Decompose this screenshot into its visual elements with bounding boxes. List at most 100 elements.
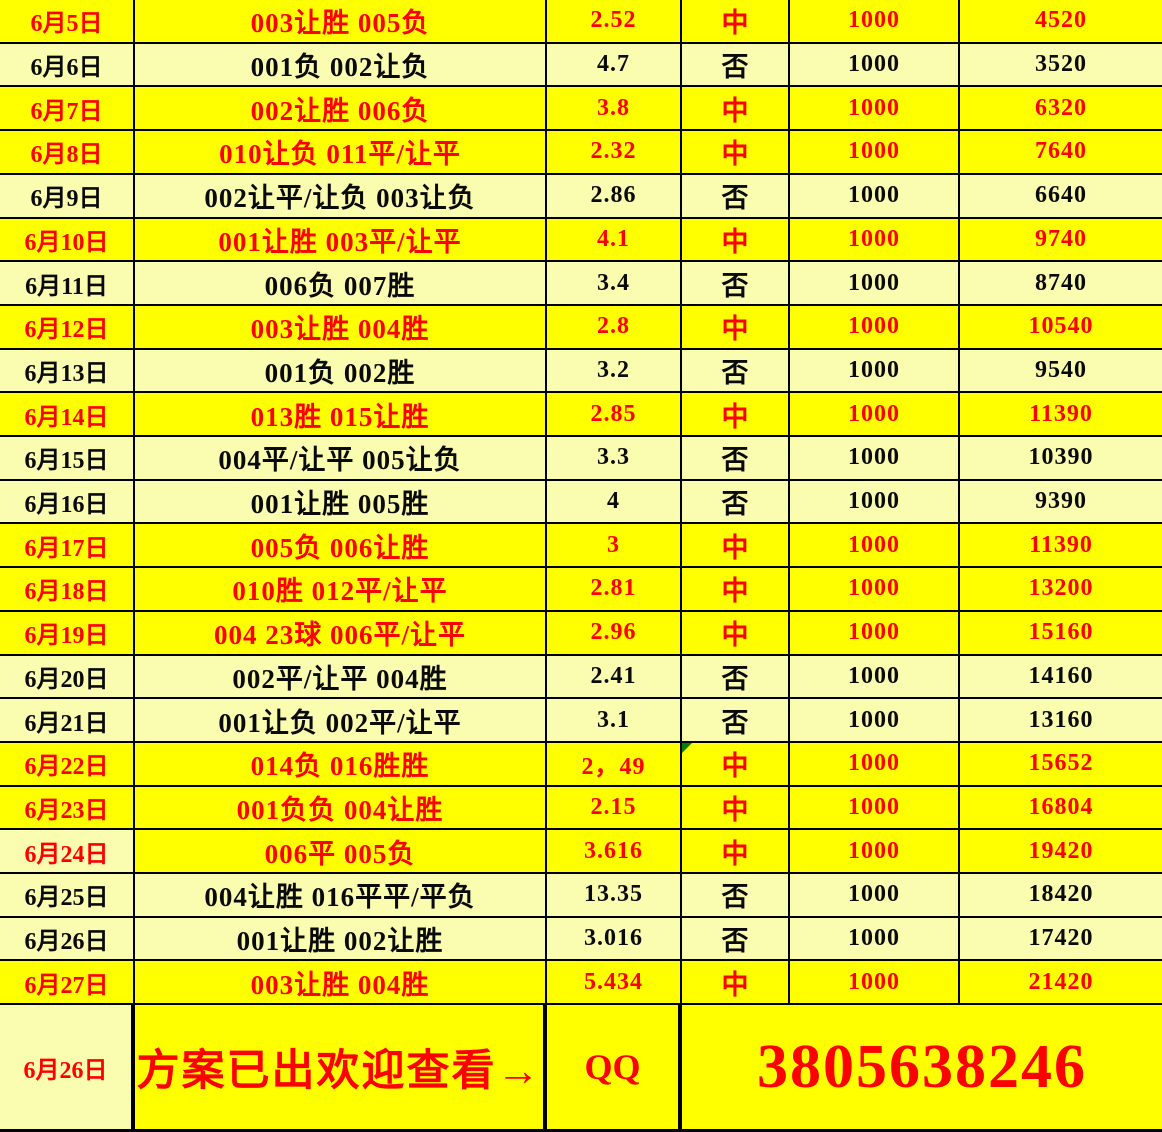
odds-cell: 2.15 (547, 786, 682, 829)
total-cell: 7640 (1035, 138, 1087, 165)
pick-cell: 001让胜 003平/让平 (135, 218, 547, 261)
date-cell: 6月18日 (0, 568, 135, 610)
stake-cell: 1000 (790, 917, 960, 960)
result-cell: 中 (682, 393, 790, 436)
date-cell: 6月7日 (0, 87, 135, 130)
total-cell: 21420 (1028, 968, 1094, 995)
table-row: 6月23日 001负负 004让胜 2.15 中 1000 16804 (0, 786, 1162, 831)
date-cell: 6月25日 (0, 874, 135, 916)
date-cell: 6月20日 (0, 655, 135, 698)
result-cell: 否 (682, 874, 790, 916)
stake-cell: 1000 (790, 437, 960, 479)
result-cell: 中 (682, 131, 790, 173)
odds-cell: 3.2 (547, 349, 682, 392)
total-cell: 10540 (1028, 313, 1094, 340)
table-row: 6月26日 001让胜 002让胜 3.016 否 1000 17420 (0, 917, 1162, 962)
result-cell: 中 (682, 218, 790, 261)
total-cell: 15652 (1028, 750, 1094, 777)
table-row: 6月25日 004让胜 016平平/平负 13.35 否 1000 18420 (0, 874, 1162, 918)
table-row: 6月18日 010胜 012平/让平 2.81 中 1000 13200 (0, 568, 1162, 612)
date-cell: 6月16日 (0, 480, 135, 523)
green-corner-marker-icon (682, 742, 692, 753)
total-cell: 11390 (1029, 400, 1093, 427)
odds-cell: 5.434 (547, 961, 682, 1004)
pick-cell: 004让胜 016平平/平负 (135, 874, 547, 916)
date-cell: 6月21日 (0, 699, 135, 741)
table-row: 6月19日 004 23球 006平/让平 2.96 中 1000 15160 (0, 611, 1162, 656)
stake-cell: 1000 (790, 393, 960, 436)
total-cell: 6640 (1035, 182, 1087, 209)
pick-cell: 001让胜 002让胜 (135, 917, 547, 960)
pick-cell: 001让负 002平/让平 (135, 699, 547, 741)
total-cell: 15160 (1028, 619, 1094, 646)
stake-cell: 1000 (790, 131, 960, 173)
odds-cell: 3.1 (547, 699, 682, 741)
footer-row: 6月26日 方案已出欢迎查看→ QQ 3805638246 (0, 1005, 1162, 1132)
pick-cell: 014负 016胜胜 (135, 742, 547, 785)
pick-cell: 006负 007胜 (135, 262, 547, 304)
date-cell: 6月5日 (0, 0, 135, 42)
pick-cell: 010胜 012平/让平 (135, 568, 547, 610)
date-cell: 6月13日 (0, 349, 135, 392)
footer-message: 方案已出欢迎查看→ (135, 1005, 547, 1130)
stake-cell: 1000 (790, 830, 960, 873)
table-row: 6月12日 003让胜 004胜 2.8 中 1000 10540 (0, 305, 1162, 350)
odds-cell: 3.4 (547, 262, 682, 304)
table-row: 6月9日 002让平/让负 003让负 2.86 否 1000 6640 (0, 174, 1162, 219)
date-cell: 6月19日 (0, 611, 135, 654)
result-cell: 否 (682, 349, 790, 392)
result-cell: 中 (682, 961, 790, 1004)
result-cell: 中 (682, 524, 790, 567)
date-cell: 6月12日 (0, 305, 135, 348)
total-cell: 9390 (1035, 488, 1087, 515)
date-cell: 6月23日 (0, 786, 135, 829)
pick-cell: 002让平/让负 003让负 (135, 174, 547, 217)
odds-cell: 13.35 (547, 874, 682, 916)
total-cell: 3520 (1035, 51, 1087, 78)
odds-cell: 4.1 (547, 218, 682, 261)
odds-cell: 2.41 (547, 655, 682, 698)
pick-cell: 004 23球 006平/让平 (135, 611, 547, 654)
date-cell: 6月11日 (0, 262, 135, 304)
result-cell: 否 (682, 480, 790, 523)
table-row: 6月5日 003让胜 005负 2.52 中 1000 4520 (0, 0, 1162, 44)
date-cell: 6月10日 (0, 218, 135, 261)
pick-cell: 003让胜 005负 (135, 0, 547, 42)
stake-cell: 1000 (790, 87, 960, 130)
table-row: 6月10日 001让胜 003平/让平 4.1 中 1000 9740 (0, 218, 1162, 263)
pick-cell: 003让胜 004胜 (135, 961, 547, 1004)
total-cell: 14160 (1028, 662, 1094, 689)
total-cell: 19420 (1028, 837, 1094, 864)
date-cell: 6月27日 (0, 961, 135, 1004)
stake-cell: 1000 (790, 874, 960, 916)
odds-cell: 2，49 (547, 742, 682, 785)
pick-cell: 010让负 011平/让平 (135, 131, 547, 173)
table-row: 6月6日 001负 002让负 4.7 否 1000 3520 (0, 43, 1162, 88)
stake-cell: 1000 (790, 611, 960, 654)
pick-cell: 013胜 015让胜 (135, 393, 547, 436)
footer-date-cell: 6月26日 (0, 1005, 135, 1130)
result-cell: 中 (682, 742, 790, 785)
odds-cell: 2.52 (547, 0, 682, 42)
total-cell: 17420 (1028, 925, 1094, 952)
stake-cell: 1000 (790, 262, 960, 304)
table-row: 6月11日 006负 007胜 3.4 否 1000 8740 (0, 262, 1162, 306)
odds-cell: 3.3 (547, 437, 682, 479)
odds-cell: 3 (547, 524, 682, 567)
stake-cell: 1000 (790, 218, 960, 261)
result-cell: 中 (682, 611, 790, 654)
table-row: 6月21日 001让负 002平/让平 3.1 否 1000 13160 (0, 699, 1162, 743)
table-row: 6月8日 010让负 011平/让平 2.32 中 1000 7640 (0, 131, 1162, 175)
footer-qq-number: 3805638246 (682, 1005, 1162, 1130)
date-cell: 6月6日 (0, 43, 135, 86)
total-cell: 9540 (1035, 356, 1087, 383)
date-cell: 6月9日 (0, 174, 135, 217)
table-row: 6月27日 003让胜 004胜 5.434 中 1000 21420 (0, 961, 1162, 1006)
table-row: 6月24日 006平 005负 3.616 中 1000 19420 (0, 830, 1162, 875)
odds-cell: 3.8 (547, 87, 682, 130)
result-cell: 中 (682, 305, 790, 348)
total-cell: 4520 (1035, 7, 1087, 34)
stake-cell: 1000 (790, 524, 960, 567)
stake-cell: 1000 (790, 786, 960, 829)
pick-cell: 001负负 004让胜 (135, 786, 547, 829)
